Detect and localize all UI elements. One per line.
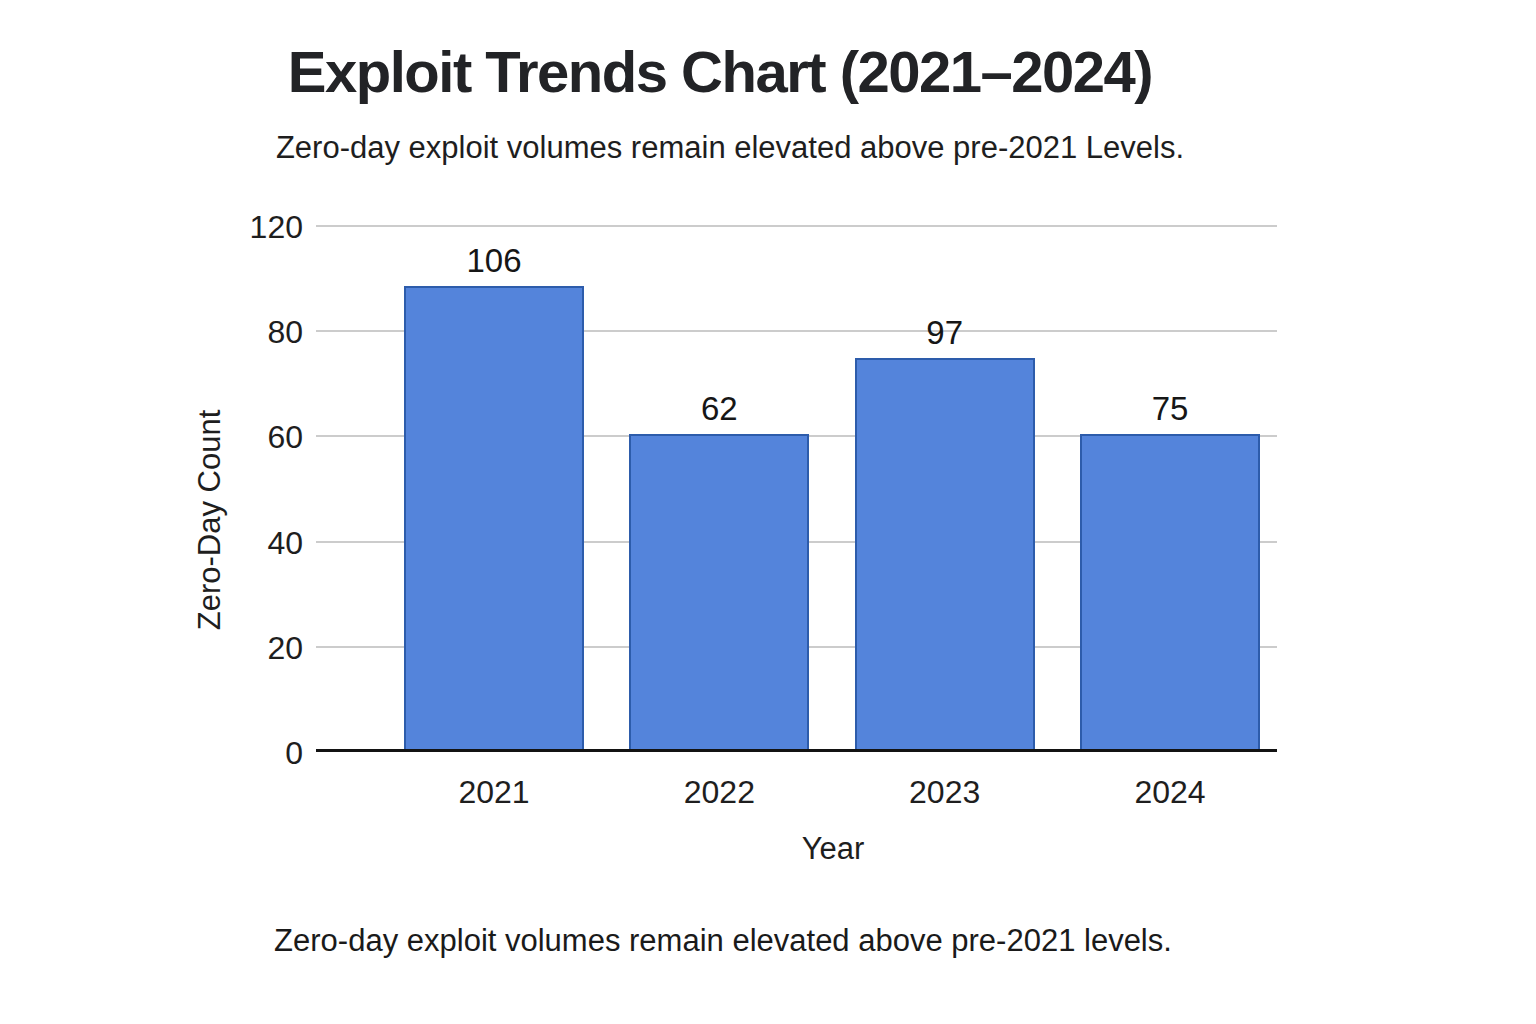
y-tick-label: 60	[150, 421, 303, 453]
x-tick-label: 2024	[1080, 774, 1260, 810]
x-tick-label: 2022	[629, 774, 809, 810]
plot-area: 106 62 97 75	[316, 226, 1277, 752]
chart-caption: Zero-day exploit volumes remain elevated…	[0, 924, 1446, 958]
chart-canvas: Exploit Trends Chart (2021–2024) Zero-da…	[0, 0, 1536, 1024]
y-tick-label: 0	[150, 737, 303, 769]
bar-value-label: 97	[855, 316, 1035, 350]
bars-row: 106 62 97 75	[404, 226, 1260, 752]
x-axis-title: Year	[333, 832, 1333, 866]
bar-group: 106	[404, 226, 584, 752]
y-tick-label: 20	[150, 632, 303, 664]
chart-subtitle: Zero-day exploit volumes remain elevated…	[0, 131, 1460, 165]
bar	[629, 434, 809, 752]
x-axis-tick-labels: 2021 2022 2023 2024	[404, 774, 1260, 810]
x-tick-label: 2021	[404, 774, 584, 810]
chart-title: Exploit Trends Chart (2021–2024)	[0, 40, 1440, 104]
y-tick-label: 40	[150, 527, 303, 559]
bar	[855, 358, 1035, 752]
y-tick-label: 120	[150, 211, 303, 243]
x-tick-label: 2023	[855, 774, 1035, 810]
bar-group: 75	[1080, 226, 1260, 752]
bar-value-label: 62	[629, 392, 809, 426]
bar-value-label: 106	[404, 244, 584, 278]
bar	[404, 286, 584, 752]
y-axis-tick-labels: 120806040200	[150, 226, 303, 752]
bar-group: 97	[855, 226, 1035, 752]
x-axis-baseline	[316, 749, 1277, 752]
bar-value-label: 75	[1080, 392, 1260, 426]
bar-group: 62	[629, 226, 809, 752]
y-tick-label: 80	[150, 316, 303, 348]
bar	[1080, 434, 1260, 752]
